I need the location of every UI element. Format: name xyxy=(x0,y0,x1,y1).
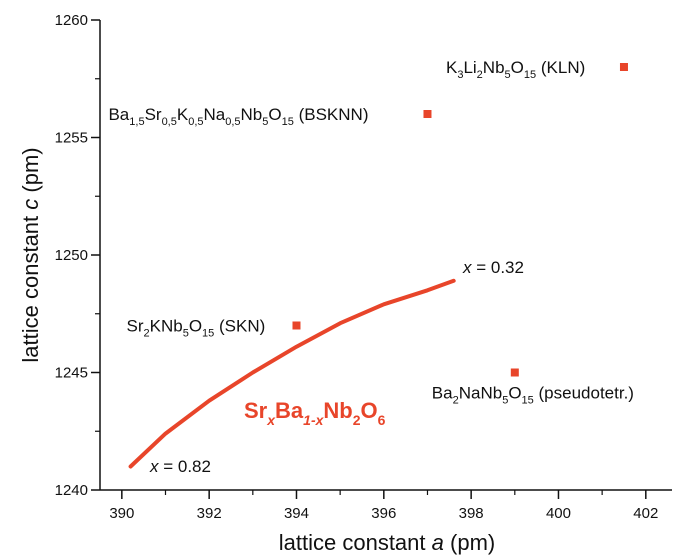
label-part: Sr xyxy=(145,105,162,124)
label-part: 5 xyxy=(183,328,189,340)
label-part: 6 xyxy=(378,412,386,428)
label-part: 15 xyxy=(522,395,534,407)
label-part: 2 xyxy=(477,69,483,81)
label-part: Nb xyxy=(241,105,263,124)
label-part: (KLN) xyxy=(536,58,585,77)
point-label-kln: K3Li2Nb5O15 (KLN) xyxy=(446,58,585,81)
label-part: O xyxy=(268,105,281,124)
label-part: 1,5 xyxy=(129,116,144,128)
x-axis-title-suffix: (pm) xyxy=(444,530,495,555)
label-part: 15 xyxy=(524,69,536,81)
label-part: Na xyxy=(204,105,226,124)
y-axis-title: lattice constant c (pm) xyxy=(18,147,43,362)
point-marker-bnn xyxy=(510,368,519,377)
label-part: 5 xyxy=(505,69,511,81)
points-layer: K3Li2Nb5O15 (KLN)Ba1,5Sr0,5K0,5Na0,5Nb5O… xyxy=(108,58,634,407)
label-part: x xyxy=(266,412,276,428)
label-part: KNb xyxy=(150,317,183,336)
y-axis-title-suffix: (pm) xyxy=(18,147,43,198)
label-part: 3 xyxy=(457,69,463,81)
label-part: Ba xyxy=(275,398,304,423)
annotation-x032-var: x xyxy=(462,258,472,277)
label-part: Sr xyxy=(244,398,268,423)
point-marker-skn xyxy=(292,321,301,330)
y-tick-label: 1240 xyxy=(55,482,88,499)
label-part: 5 xyxy=(262,116,268,128)
annotation-x082-var: x xyxy=(149,457,159,476)
label-part: (BSKNN) xyxy=(294,105,369,124)
x-tick-label: 402 xyxy=(633,505,658,522)
label-part: 0,5 xyxy=(188,116,203,128)
label-part: O xyxy=(508,384,521,403)
annotation-x032-text: = 0.32 xyxy=(472,258,524,277)
y-tick-label: 1260 xyxy=(55,12,88,29)
label-part: K xyxy=(446,58,458,77)
x-tick-label: 396 xyxy=(371,505,396,522)
label-part: O xyxy=(511,58,524,77)
label-part: 2 xyxy=(143,328,149,340)
point-marker-bsknn xyxy=(423,110,432,118)
label-part: 15 xyxy=(202,328,214,340)
label-part: Ba xyxy=(108,105,129,124)
x-tick-label: 400 xyxy=(546,505,571,522)
label-part: 2 xyxy=(453,395,459,407)
label-part: Nb xyxy=(323,398,352,423)
x-tick-label: 394 xyxy=(284,505,309,522)
curve-layer xyxy=(128,278,456,469)
y-tick-label: 1255 xyxy=(55,130,88,147)
label-part: K xyxy=(177,105,189,124)
label-part: 5 xyxy=(502,395,508,407)
annotation-x032: x = 0.32 xyxy=(462,258,524,277)
x-axis-title: lattice constant a (pm) xyxy=(279,530,495,555)
x-axis-title-prefix: lattice constant xyxy=(279,530,432,555)
x-tick-label: 392 xyxy=(197,505,222,522)
curve-formula-label: SrxBa1-xNb2O6 xyxy=(244,398,386,428)
x-ticks: 390 392 394 396 398 400 402 xyxy=(109,490,658,522)
annotation-x082: x = 0.82 xyxy=(149,457,211,476)
label-part: 1-x xyxy=(303,412,324,428)
label-part: Li xyxy=(463,58,476,77)
label-part: Nb xyxy=(483,58,505,77)
x-axis-title-var: a xyxy=(432,530,444,555)
y-axis-title-var: c xyxy=(18,199,43,210)
y-axis-title-prefix: lattice constant xyxy=(18,210,43,363)
label-part: 0,5 xyxy=(162,116,177,128)
x-tick-label: 398 xyxy=(459,505,484,522)
label-part: 2 xyxy=(353,412,361,428)
y-tick-label: 1250 xyxy=(55,247,88,264)
label-part: Ba xyxy=(432,384,453,403)
label-part: O xyxy=(361,398,378,423)
label-part: Sr xyxy=(126,317,143,336)
point-label-bsknn: Ba1,5Sr0,5K0,5Na0,5Nb5O15 (BSKNN) xyxy=(108,105,368,128)
label-part: 0,5 xyxy=(225,116,240,128)
label-part: (pseudotetr.) xyxy=(534,384,634,403)
label-part: O xyxy=(189,317,202,336)
x-tick-label: 390 xyxy=(109,505,134,522)
label-part: (SKN) xyxy=(214,317,265,336)
label-part: 15 xyxy=(282,116,294,128)
y-tick-label: 1245 xyxy=(55,365,88,382)
y-ticks: 1240 1245 1250 1255 1260 xyxy=(55,12,100,499)
sbn-curve-line xyxy=(128,278,456,469)
point-marker-kln xyxy=(619,63,628,71)
annotation-x082-text: = 0.82 xyxy=(159,457,211,476)
point-label-skn: Sr2KNb5O15 (SKN) xyxy=(126,317,265,340)
label-part: NaNb xyxy=(459,384,502,403)
point-label-bnn: Ba2NaNb5O15 (pseudotetr.) xyxy=(432,384,634,407)
